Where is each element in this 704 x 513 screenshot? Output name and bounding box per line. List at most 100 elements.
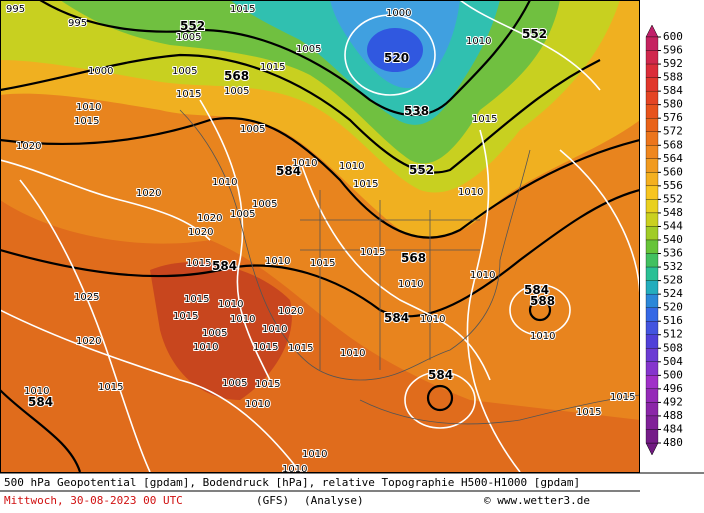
- colorbar-segment: [645, 307, 659, 322]
- contour-label: 1015: [576, 407, 601, 418]
- contour-label: 1020: [16, 141, 41, 152]
- contour-label: 1010: [230, 314, 255, 325]
- colorbar-segment: [645, 402, 659, 417]
- contour-label: 552: [522, 27, 547, 41]
- low-center: [367, 28, 423, 72]
- colorbar-segment: [645, 131, 659, 146]
- contour-label: 1005: [224, 86, 249, 97]
- colorbar-segment: [645, 172, 659, 187]
- colorbar-label: 568: [663, 138, 683, 151]
- colorbar-segment: [645, 226, 659, 241]
- colorbar-label: 596: [663, 44, 683, 57]
- contour-label: 1010: [420, 314, 445, 325]
- contour-label: 1005: [252, 199, 277, 210]
- contour-label: 1000: [88, 66, 113, 77]
- colorbar-segment: [645, 361, 659, 376]
- contour-label: 1015: [353, 179, 378, 190]
- colorbar-segment: [645, 77, 659, 92]
- colorbar-cap: [645, 24, 659, 38]
- geopotential-contours: [1, 1, 639, 472]
- colorbar-segment: [645, 239, 659, 254]
- contour-label: 1015: [255, 379, 280, 390]
- colorbar-label: 492: [663, 395, 683, 408]
- colorbar-label: 500: [663, 368, 683, 381]
- contour-label: 584: [28, 395, 53, 409]
- contour-label: 584: [524, 283, 549, 297]
- colorbar-segment: [645, 334, 659, 349]
- contour-label: 1010: [212, 177, 237, 188]
- contour-label: 995: [6, 4, 25, 15]
- contour-label: 1010: [193, 342, 218, 353]
- colorbar-label: 564: [663, 152, 683, 165]
- contour-label: 1015: [98, 382, 123, 393]
- colorbar-segment: [645, 90, 659, 105]
- colorbar-label: 544: [663, 219, 683, 232]
- contour-label: 1015: [360, 247, 385, 258]
- colorbar-label: 532: [663, 260, 683, 273]
- colorbar-label: 488: [663, 409, 683, 422]
- contour-label: 1025: [74, 292, 99, 303]
- contour-label: 1010: [262, 324, 287, 335]
- colorbar-segment: [645, 63, 659, 78]
- footer-copyright: © www.wetter3.de: [484, 494, 590, 507]
- colorbar-label: 504: [663, 355, 683, 368]
- contour-label: 1015: [176, 89, 201, 100]
- colorbar-segment: [645, 280, 659, 295]
- colorbar-label: 576: [663, 111, 683, 124]
- colorbar-label: 548: [663, 206, 683, 219]
- contour-label: 568: [401, 251, 426, 265]
- contour-label: 1015: [74, 116, 99, 127]
- contour-label: 1010: [282, 464, 307, 475]
- colorbar-segment: [645, 375, 659, 390]
- colorbar-label: 592: [663, 57, 683, 70]
- colorbar-label: 536: [663, 247, 683, 260]
- colorbar-label: 552: [663, 192, 683, 205]
- contour-label: 1000: [386, 8, 411, 19]
- colorbar-label: 540: [663, 233, 683, 246]
- contour-label: 1010: [530, 331, 555, 342]
- contour-label: 1005: [240, 124, 265, 135]
- contour-label: 1010: [218, 299, 243, 310]
- colorbar-segment: [645, 266, 659, 281]
- colorbar-label: 588: [663, 71, 683, 84]
- colorbar-segment: [645, 415, 659, 430]
- hot-region: [150, 261, 292, 400]
- colorbar-segment: [645, 185, 659, 200]
- colorbar-label: 524: [663, 287, 683, 300]
- contour-label: 1005: [202, 328, 227, 339]
- colorbar-segment: [645, 158, 659, 173]
- colorbar-label: 480: [663, 436, 683, 449]
- contour-label: 1010: [458, 187, 483, 198]
- colorbar-label: 584: [663, 84, 683, 97]
- contour-label: 584: [276, 164, 301, 178]
- contour-label: 1015: [184, 294, 209, 305]
- footer-analysis: (Analyse): [304, 494, 364, 507]
- contour-label: 1015: [253, 342, 278, 353]
- contour-label: 1015: [260, 62, 285, 73]
- colorbar-segment: [645, 293, 659, 308]
- colorbar-segment: [645, 212, 659, 227]
- contour-label: 1010: [245, 399, 270, 410]
- contour-label: 1015: [288, 343, 313, 354]
- contour-label: 1010: [302, 449, 327, 460]
- colorbar-segment: [645, 50, 659, 65]
- colorbar-segment: [645, 253, 659, 268]
- colorbar-label: 508: [663, 341, 683, 354]
- contour-label: 552: [180, 19, 205, 33]
- contour-label: 1015: [186, 258, 211, 269]
- contour-label: 584: [384, 311, 409, 325]
- contour-label: 1020: [136, 188, 161, 199]
- colorbar-label: 528: [663, 274, 683, 287]
- contour-label: 1015: [610, 392, 635, 403]
- colorbar-label: 520: [663, 301, 683, 314]
- contour-label: 1010: [466, 36, 491, 47]
- colorbar-segment: [645, 321, 659, 335]
- colorbar: 6005965925885845805765725685645605565525…: [645, 24, 683, 456]
- colorbar-cap: [645, 442, 659, 456]
- contour-label: 1005: [176, 32, 201, 43]
- colorbar-segment: [645, 145, 659, 159]
- colorbar-label: 512: [663, 328, 683, 341]
- colorbar-label: 572: [663, 125, 683, 138]
